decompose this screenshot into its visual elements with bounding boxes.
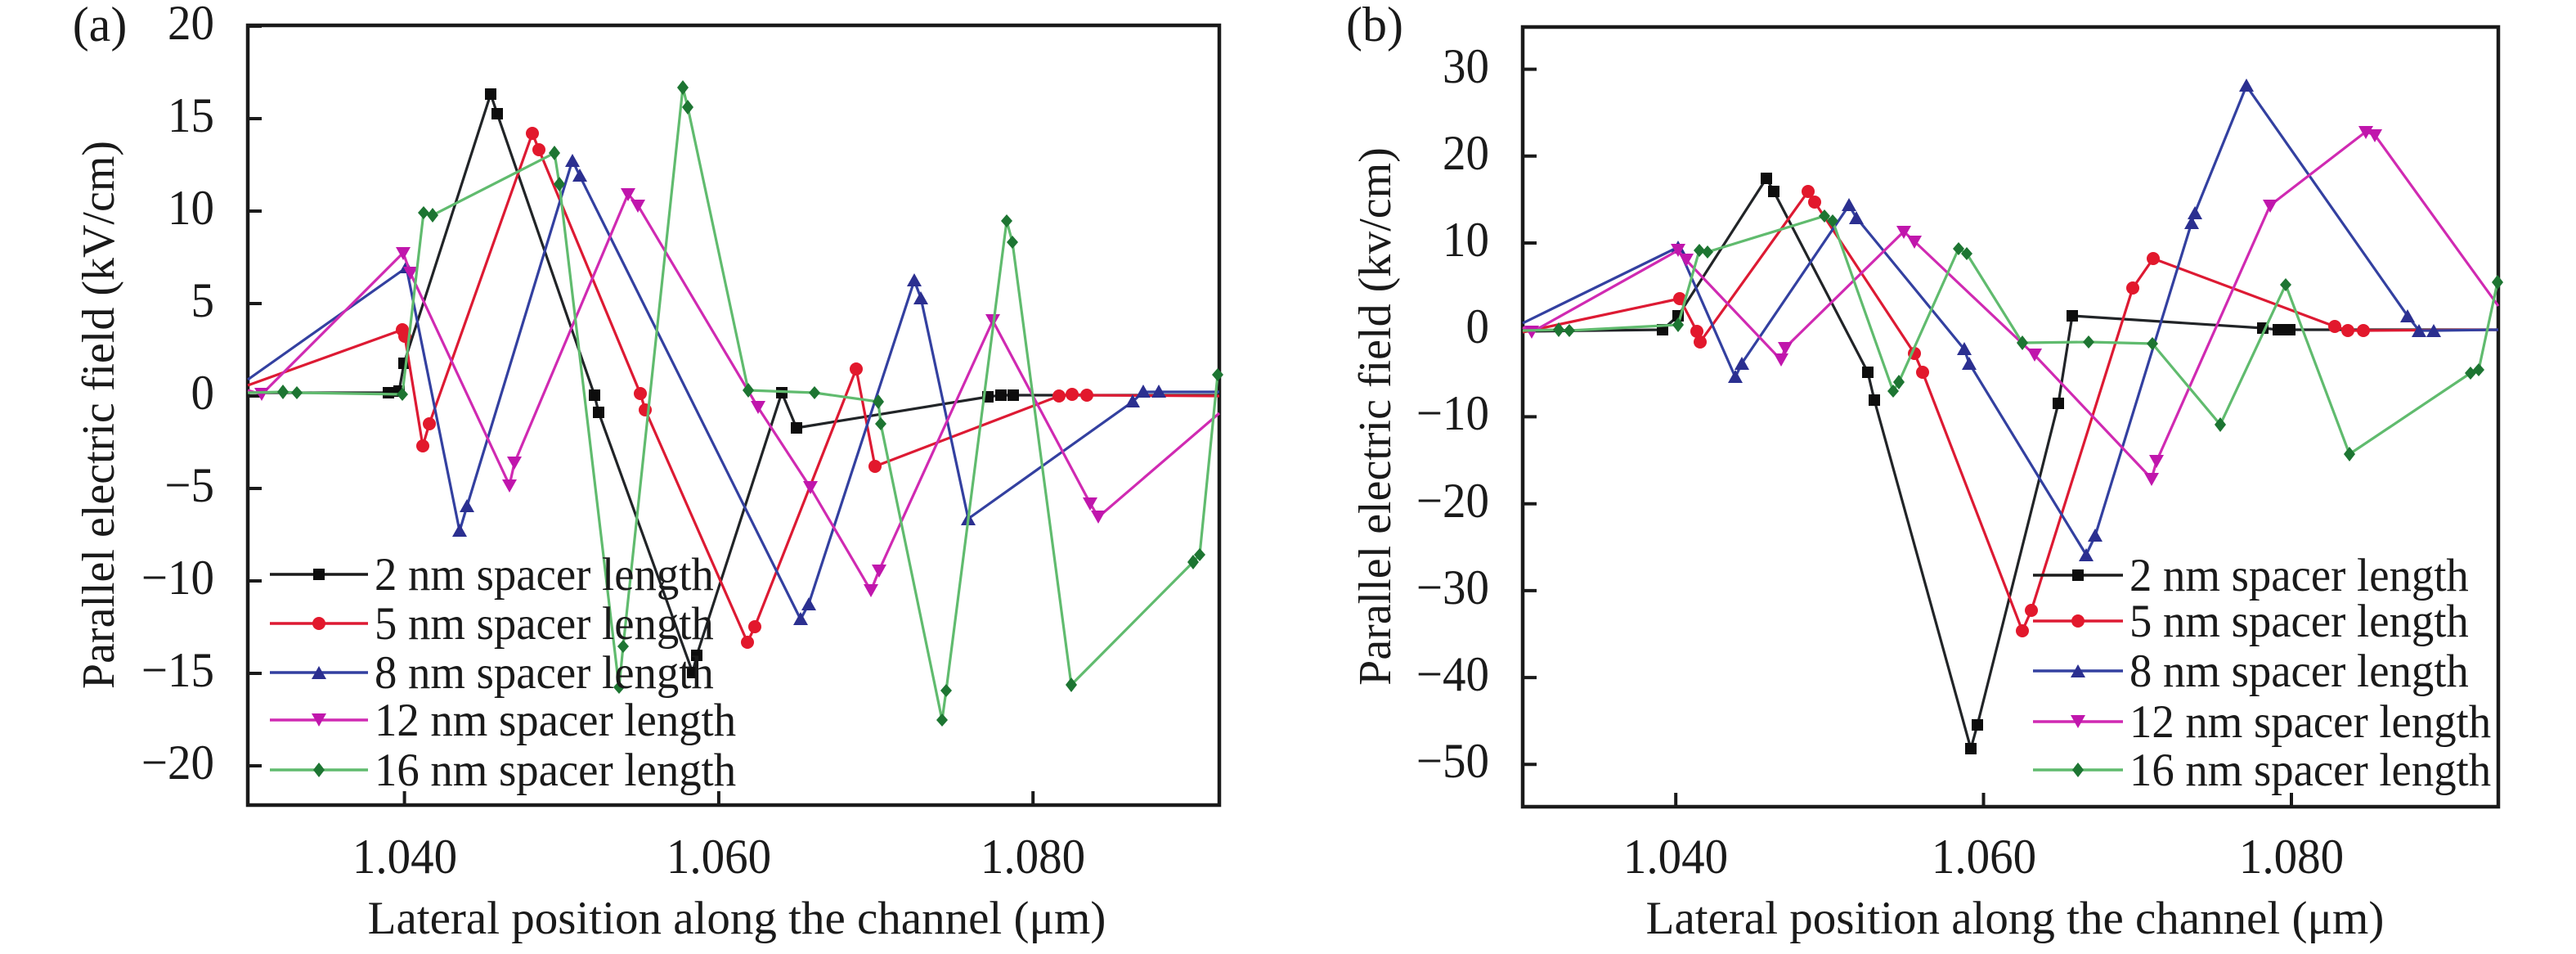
svg-text:20: 20	[168, 0, 214, 50]
svg-text:8 nm spacer length: 8 nm spacer length	[375, 647, 714, 699]
svg-text:15: 15	[168, 88, 214, 143]
svg-text:16 nm spacer length: 16 nm spacer length	[2129, 745, 2491, 796]
svg-text:1.080: 1.080	[981, 830, 1085, 884]
svg-text:−15: −15	[141, 643, 214, 698]
svg-text:Parallel electric field (kv/cm: Parallel electric field (kv/cm)	[1350, 147, 1401, 686]
svg-text:Lateral position along the cha: Lateral position along the channel (μm)	[368, 893, 1106, 944]
svg-text:1.080: 1.080	[2239, 830, 2344, 884]
svg-text:30: 30	[1443, 39, 1489, 94]
svg-text:2 nm spacer length: 2 nm spacer length	[375, 549, 714, 601]
svg-text:Lateral position along the cha: Lateral position along the channel (μm)	[1646, 893, 2385, 944]
svg-text:1.040: 1.040	[352, 830, 457, 884]
svg-text:Parallel electric field (kV/cm: Parallel electric field (kV/cm)	[74, 141, 124, 689]
svg-text:−5: −5	[164, 458, 214, 513]
svg-text:−20: −20	[141, 736, 214, 790]
svg-text:5 nm spacer length: 5 nm spacer length	[375, 598, 714, 650]
svg-text:10: 10	[1443, 213, 1489, 268]
svg-text:−20: −20	[1416, 474, 1489, 529]
svg-text:−10: −10	[1416, 386, 1489, 441]
svg-text:2 nm spacer length: 2 nm spacer length	[2129, 550, 2469, 601]
svg-text:5: 5	[191, 273, 214, 328]
svg-text:12 nm spacer length: 12 nm spacer length	[2129, 696, 2491, 748]
svg-text:1.060: 1.060	[666, 830, 771, 884]
svg-text:5 nm spacer length: 5 nm spacer length	[2129, 596, 2469, 647]
svg-text:10: 10	[168, 181, 214, 236]
svg-text:20: 20	[1443, 126, 1489, 181]
svg-text:12 nm spacer length: 12 nm spacer length	[375, 695, 736, 746]
svg-text:−10: −10	[141, 551, 214, 605]
svg-text:0: 0	[1466, 299, 1489, 354]
svg-text:1.060: 1.060	[1932, 830, 2036, 884]
svg-text:16 nm spacer length: 16 nm spacer length	[375, 745, 736, 796]
svg-text:−50: −50	[1416, 734, 1489, 789]
svg-text:−30: −30	[1416, 560, 1489, 615]
svg-text:8 nm spacer length: 8 nm spacer length	[2129, 646, 2469, 697]
svg-text:−40: −40	[1416, 647, 1489, 702]
svg-text:0: 0	[191, 366, 214, 421]
svg-text:1.040: 1.040	[1623, 830, 1728, 884]
svg-text:(b): (b)	[1346, 0, 1403, 52]
svg-text:(a): (a)	[73, 0, 128, 52]
